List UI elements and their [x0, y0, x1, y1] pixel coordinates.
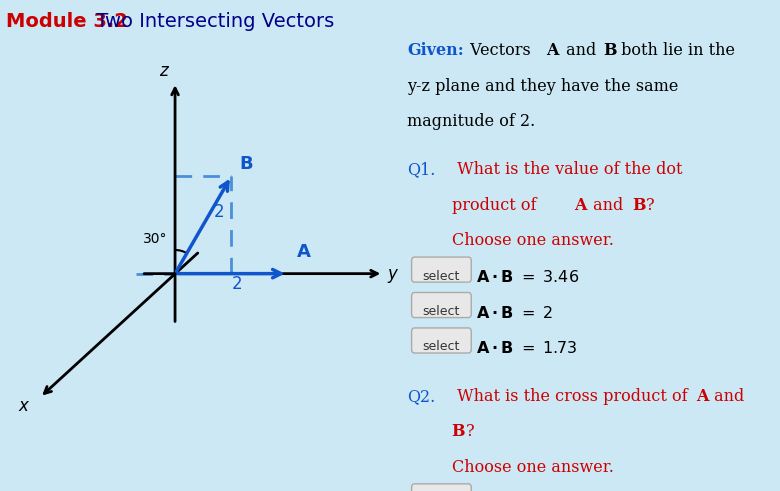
Text: What is the value of the dot: What is the value of the dot [452, 161, 682, 178]
Text: select: select [423, 340, 460, 354]
Text: Vectors: Vectors [465, 42, 535, 59]
Text: A: A [296, 243, 310, 261]
Text: Given:: Given: [407, 42, 464, 59]
Text: A: A [696, 388, 709, 405]
Text: ?: ? [466, 423, 474, 440]
Text: select: select [423, 270, 460, 283]
Text: B: B [604, 42, 617, 59]
FancyBboxPatch shape [412, 293, 471, 318]
FancyBboxPatch shape [412, 328, 471, 353]
FancyBboxPatch shape [412, 257, 471, 282]
Text: z: z [159, 62, 168, 80]
Text: $\mathbf{A \cdot B}$ $=$ 2: $\mathbf{A \cdot B}$ $=$ 2 [476, 304, 553, 321]
Text: both lie in the: both lie in the [616, 42, 736, 59]
Text: $\mathbf{A \cdot B}$ $=$ 3.46: $\mathbf{A \cdot B}$ $=$ 3.46 [476, 269, 579, 285]
Text: Choose one answer.: Choose one answer. [452, 232, 614, 249]
Text: B: B [633, 196, 646, 214]
Text: A: A [546, 42, 558, 59]
Text: 2: 2 [232, 275, 243, 294]
Text: y: y [388, 265, 397, 283]
Text: Q1.: Q1. [407, 161, 435, 178]
Text: Module 3.2: Module 3.2 [6, 12, 128, 31]
Text: 2: 2 [214, 203, 225, 221]
Text: x: x [18, 397, 28, 415]
Text: ?: ? [646, 196, 654, 214]
Text: and: and [561, 42, 601, 59]
Text: and: and [588, 196, 629, 214]
Text: $\mathbf{A \cdot B}$ $=$ 1.73: $\mathbf{A \cdot B}$ $=$ 1.73 [476, 340, 577, 356]
Text: 30°: 30° [143, 232, 167, 246]
Text: magnitude of 2.: magnitude of 2. [407, 113, 535, 130]
Text: select: select [423, 305, 460, 318]
Text: Two Intersecting Vectors: Two Intersecting Vectors [90, 12, 334, 31]
Text: B: B [239, 156, 253, 173]
Text: What is the cross product of: What is the cross product of [452, 388, 693, 405]
Text: y-z plane and they have the same: y-z plane and they have the same [407, 78, 679, 95]
Text: A: A [574, 196, 587, 214]
FancyBboxPatch shape [412, 484, 471, 491]
Text: Choose one answer.: Choose one answer. [452, 459, 614, 476]
Text: Q2.: Q2. [407, 388, 435, 405]
Text: product of: product of [452, 196, 541, 214]
Text: and: and [709, 388, 744, 405]
Text: B: B [452, 423, 465, 440]
